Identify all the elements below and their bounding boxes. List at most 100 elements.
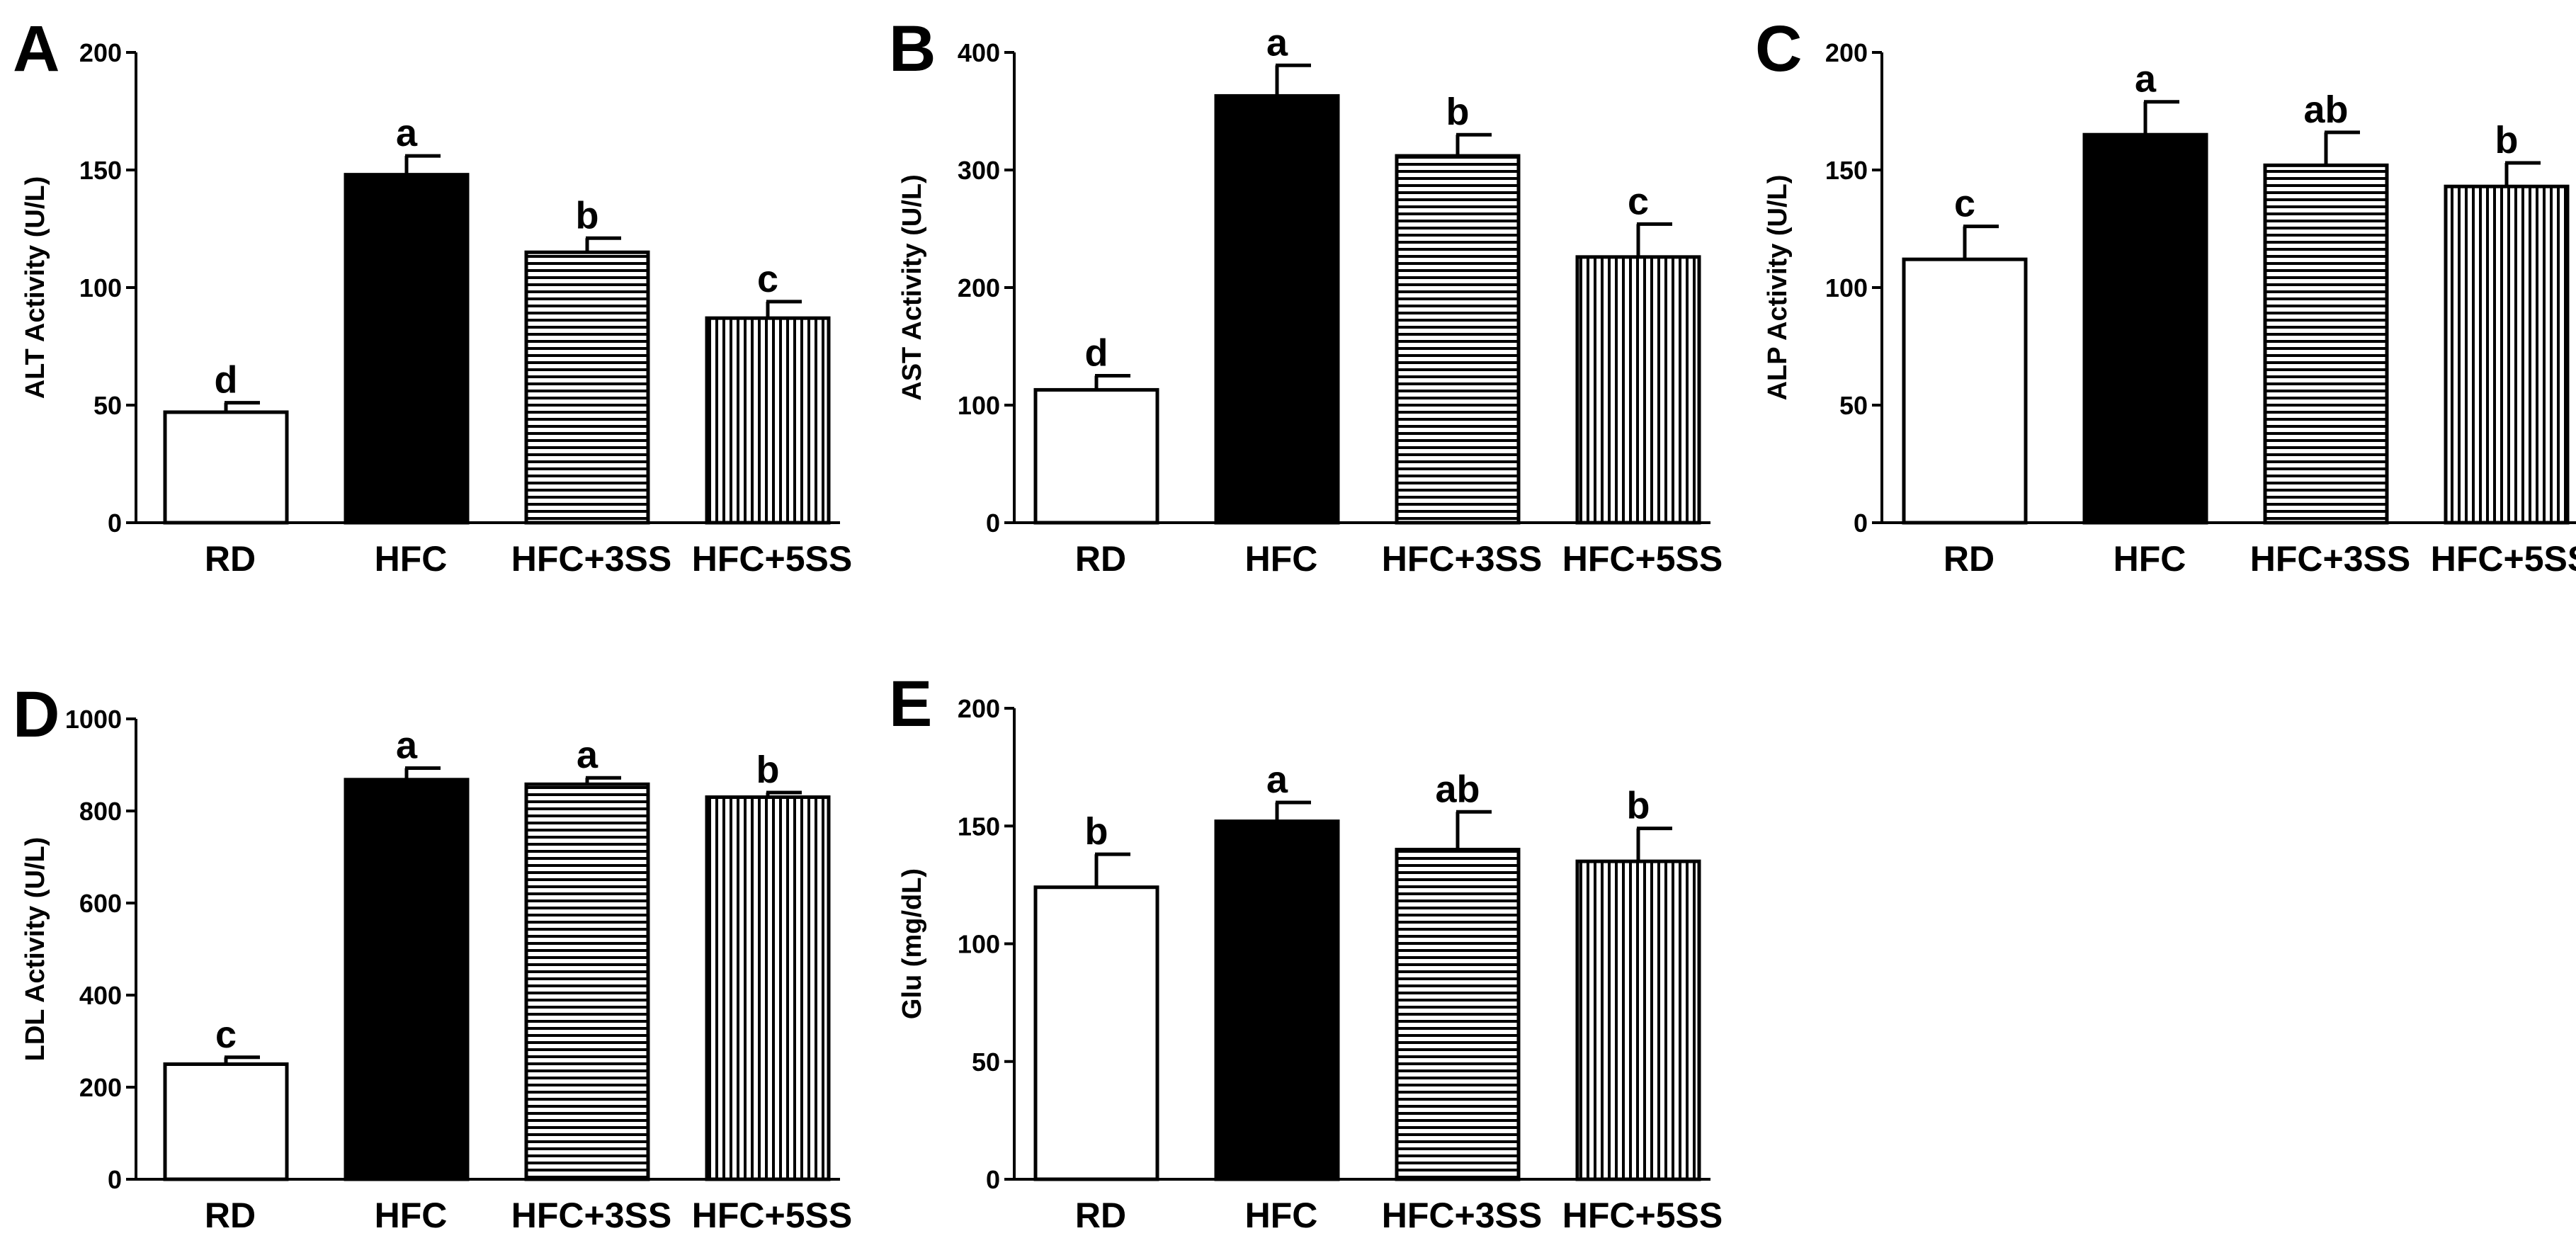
- bar-hfc: [344, 778, 470, 1181]
- bar-rd: [163, 1062, 289, 1181]
- significance-label: c: [1628, 180, 1649, 222]
- panel-letter: D: [13, 679, 59, 751]
- panel-letter: E: [889, 668, 932, 740]
- y-tick-label: 0: [108, 1165, 122, 1194]
- y-tick-label: 1000: [65, 705, 122, 734]
- bar-hfc: [1214, 93, 1340, 525]
- bar-hfc-plus-3ss: [1395, 848, 1521, 1181]
- x-category-label: HFC+3SS: [511, 539, 671, 579]
- panel-e: E 0 50 100 150 200 Glu (mg/dL) b RD a HFC ab HFC+3SS…: [889, 668, 1723, 1235]
- y-axis-title: AST Activity (U/L): [897, 174, 927, 401]
- y-tick-label: 300: [958, 156, 1000, 185]
- bar-rd: [1033, 885, 1159, 1181]
- significance-label: c: [215, 1014, 237, 1056]
- significance-label: ab: [2303, 89, 2348, 131]
- bar-hfc-plus-3ss: [524, 782, 650, 1181]
- x-category-label: HFC+3SS: [2250, 539, 2410, 579]
- y-tick-label: 200: [79, 1073, 122, 1102]
- y-axis-title: ALP Activity (U/L): [1763, 175, 1793, 401]
- y-tick-label: 200: [1825, 38, 1868, 67]
- panel-a: A 0 50 100 150 200 ALT Activity (U/L) d RD a HFC b H…: [13, 13, 852, 579]
- y-tick-label: 800: [79, 797, 122, 826]
- panel-letter: B: [889, 13, 936, 85]
- y-tick-label: 50: [93, 391, 122, 420]
- y-axis-title: ALT Activity (U/L): [21, 176, 50, 399]
- bar-hfc-plus-3ss: [524, 250, 650, 525]
- panel-letter: A: [13, 13, 59, 85]
- x-category-label: HFC+3SS: [1382, 1196, 1542, 1235]
- x-category-label: RD: [1944, 539, 1995, 579]
- bar-hfc-plus-5ss: [705, 316, 831, 525]
- x-category-label: RD: [1075, 539, 1126, 579]
- x-category-label: HFC+3SS: [511, 1196, 671, 1235]
- y-tick-label: 200: [958, 273, 1000, 302]
- y-axis-title: Glu (mg/dL): [897, 868, 927, 1019]
- y-tick-label: 150: [79, 156, 122, 185]
- x-category-label: RD: [205, 539, 256, 579]
- x-category-label: HFC: [1245, 1196, 1318, 1235]
- x-category-label: HFC+5SS: [692, 1196, 852, 1235]
- x-category-label: HFC: [375, 539, 448, 579]
- bar-hfc-plus-5ss: [1575, 255, 1701, 525]
- panel-letter: C: [1755, 13, 1802, 85]
- significance-label: a: [1266, 21, 1288, 64]
- significance-label: a: [396, 725, 418, 767]
- significance-label: b: [756, 749, 780, 791]
- significance-label: a: [396, 112, 418, 154]
- y-tick-label: 100: [958, 930, 1000, 959]
- y-tick-label: 50: [1839, 391, 1868, 420]
- y-tick-label: 150: [958, 812, 1000, 841]
- y-tick-label: 600: [79, 889, 122, 918]
- x-category-label: RD: [1075, 1196, 1126, 1235]
- bar-hfc-plus-3ss: [1395, 154, 1521, 525]
- y-tick-label: 0: [1854, 509, 1868, 538]
- significance-label: a: [1266, 759, 1288, 801]
- bar-hfc: [344, 173, 470, 525]
- significance-label: c: [1954, 183, 1975, 225]
- y-tick-label: 50: [972, 1048, 1000, 1077]
- panel-d: D 0 200 400 600 800 1000 LDL Activity (U/L) c RD a…: [13, 679, 852, 1235]
- y-tick-label: 0: [986, 1165, 1000, 1194]
- x-category-label: HFC+5SS: [2431, 539, 2576, 579]
- x-category-label: RD: [205, 1196, 256, 1235]
- y-tick-label: 100: [79, 273, 122, 302]
- y-tick-label: 200: [79, 38, 122, 67]
- bar-rd: [163, 410, 289, 525]
- bar-hfc-plus-5ss: [1575, 859, 1701, 1181]
- significance-label: a: [2135, 58, 2157, 101]
- bar-hfc: [1214, 819, 1340, 1181]
- significance-label: c: [757, 258, 778, 300]
- y-tick-label: 0: [108, 509, 122, 538]
- panel-c: C 0 50 100 150 200 ALP Activity (U/L) c RD a HFC ab…: [1755, 13, 2576, 579]
- bar-rd: [1902, 257, 2028, 525]
- significance-label: b: [576, 194, 599, 237]
- significance-label: b: [1085, 810, 1108, 853]
- panel-b: B 0 100 200 300 400 AST Activity (U/L) d RD a HFC b…: [889, 13, 1723, 579]
- significance-label: a: [577, 734, 598, 776]
- significance-label: b: [2495, 119, 2519, 161]
- y-tick-label: 100: [958, 391, 1000, 420]
- y-tick-label: 0: [986, 509, 1000, 538]
- y-tick-label: 200: [958, 694, 1000, 723]
- x-category-label: HFC+5SS: [1562, 1196, 1723, 1235]
- significance-label: d: [1085, 332, 1108, 375]
- y-tick-label: 150: [1825, 156, 1868, 185]
- bar-hfc-plus-3ss: [2263, 163, 2389, 525]
- y-axis-title: LDL Activity (U/L): [21, 837, 50, 1062]
- x-category-label: HFC: [2113, 539, 2186, 579]
- y-tick-label: 100: [1825, 273, 1868, 302]
- significance-label: b: [1446, 91, 1470, 133]
- x-category-label: HFC: [375, 1196, 448, 1235]
- x-category-label: HFC: [1245, 539, 1318, 579]
- y-tick-label: 400: [79, 981, 122, 1010]
- y-tick-label: 400: [958, 38, 1000, 67]
- significance-label: b: [1627, 785, 1650, 827]
- x-category-label: HFC+5SS: [692, 539, 852, 579]
- significance-label: ab: [1435, 768, 1480, 810]
- bar-hfc-plus-5ss: [705, 795, 831, 1181]
- x-category-label: HFC+5SS: [1562, 539, 1723, 579]
- bar-rd: [1033, 387, 1159, 525]
- bar-hfc-plus-5ss: [2444, 184, 2570, 525]
- bar-hfc: [2082, 132, 2208, 525]
